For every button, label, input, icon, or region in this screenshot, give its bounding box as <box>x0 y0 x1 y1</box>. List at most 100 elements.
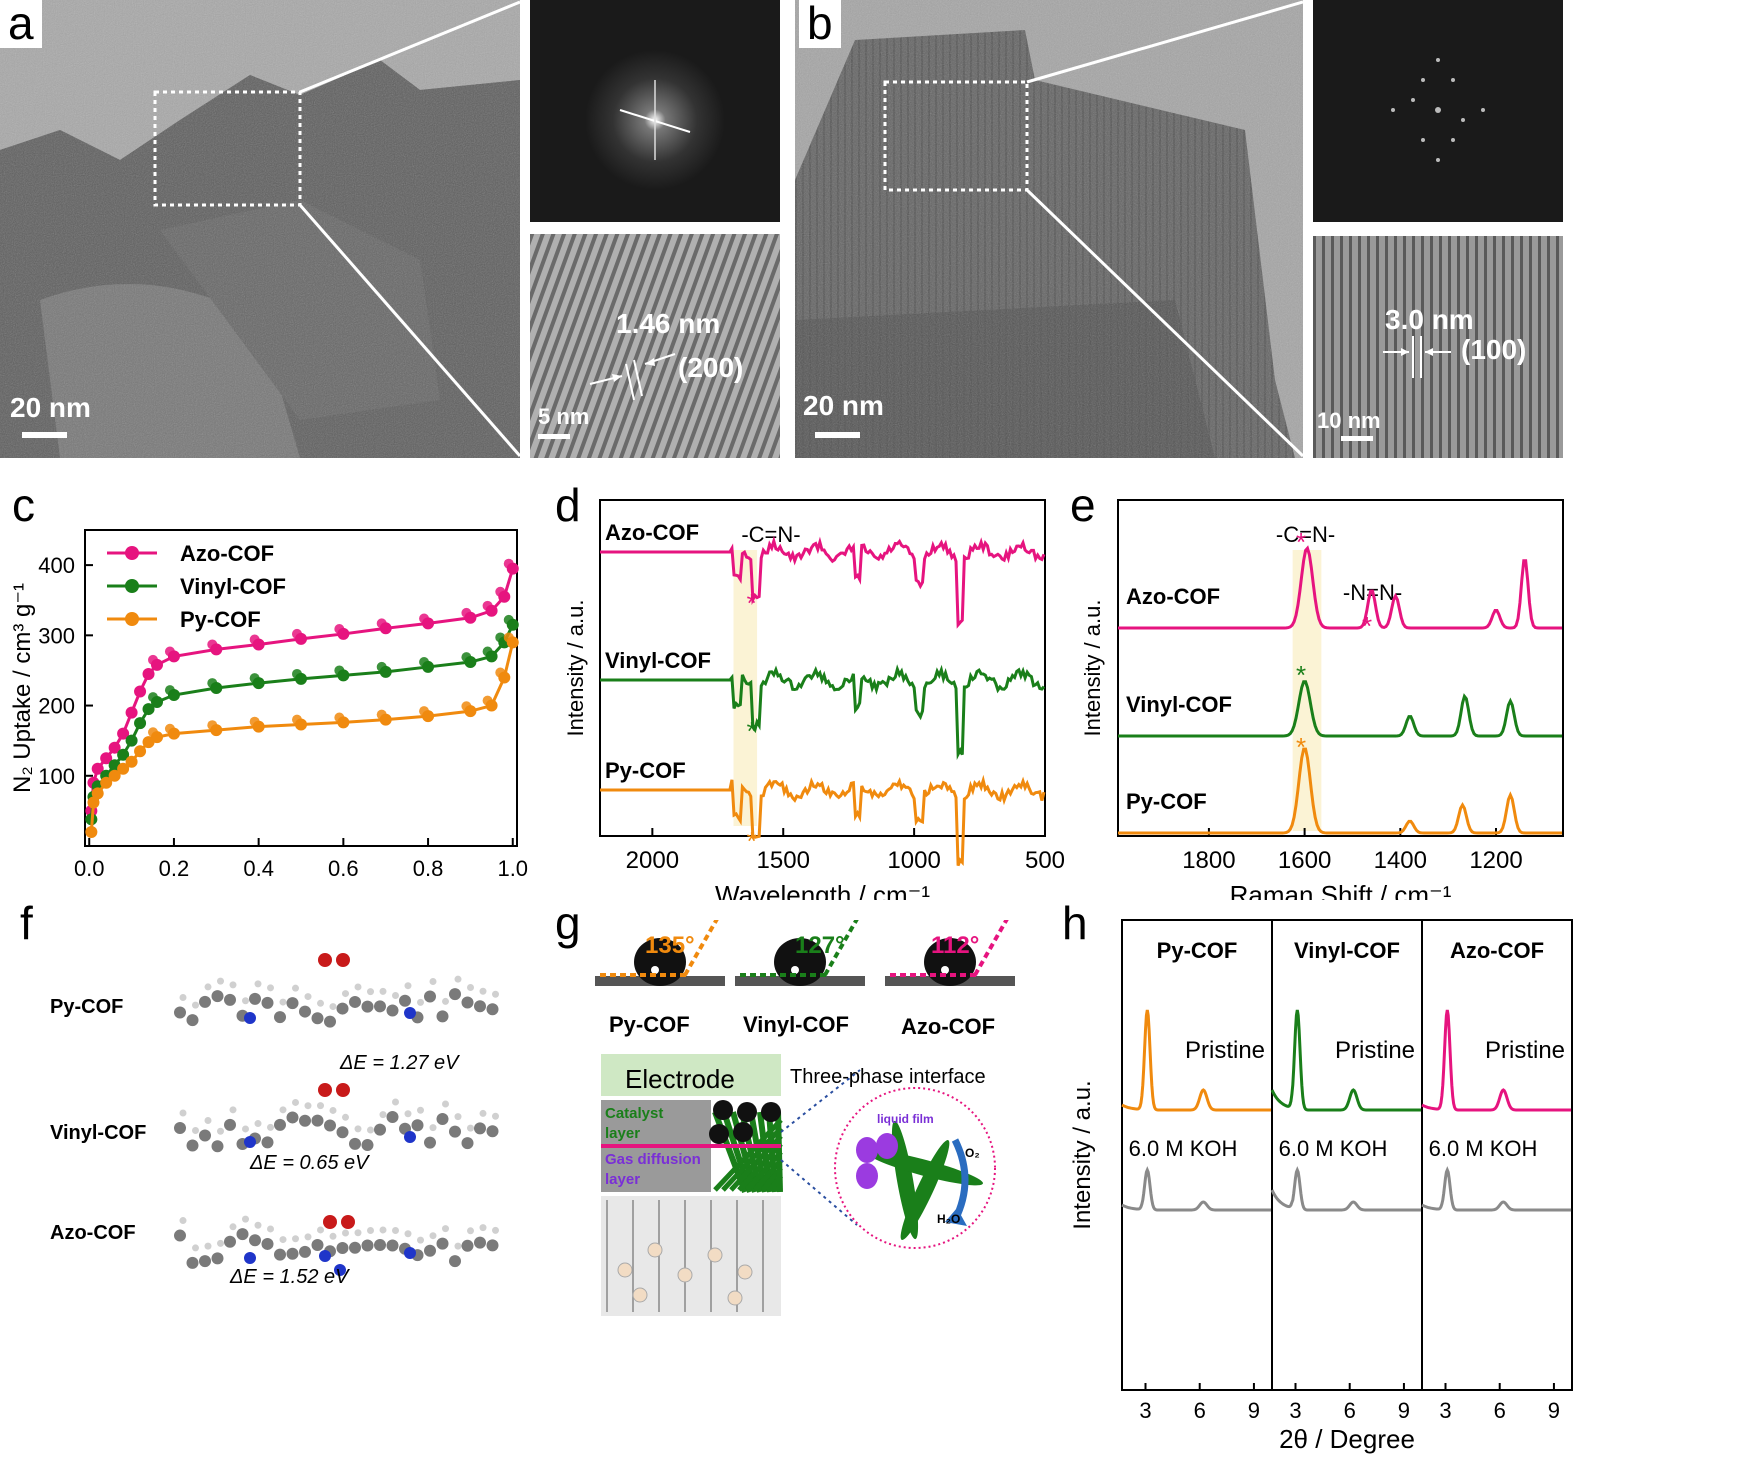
hydrogen-atom <box>379 1226 387 1234</box>
x-tick-label: 1800 <box>1182 847 1235 874</box>
hydrogen-atom <box>492 1112 499 1120</box>
data-point-desorption <box>419 657 430 668</box>
x-tick-label: 1200 <box>1469 847 1522 874</box>
carbon-atom <box>186 1139 199 1152</box>
carbon-atom <box>361 1239 374 1252</box>
carbon-atom <box>411 1119 424 1132</box>
nitrogen-atom <box>244 1136 256 1148</box>
hydrogen-atom <box>492 990 499 998</box>
carbon-atom <box>474 1122 486 1135</box>
catalyst-particle <box>737 1102 757 1122</box>
gas-bubble <box>707 1247 723 1263</box>
gas-bubble <box>727 1290 743 1306</box>
carbon-atom <box>186 1014 199 1027</box>
hydrogen-atom <box>292 1235 299 1243</box>
carbon-atom <box>249 1234 261 1247</box>
data-point <box>142 703 155 716</box>
carbon-atom <box>274 1248 286 1261</box>
data-point-desorption <box>503 632 514 643</box>
scale-bar-b-inset <box>1341 436 1373 441</box>
panel-g-wettability: 135° 127° 112° Py-COF Vinyl-COF Azo-COF … <box>555 900 1055 1464</box>
carbon-atom <box>449 1125 461 1138</box>
data-point-desorption <box>419 706 430 717</box>
hydrogen-atom <box>379 987 387 995</box>
panel-f-energy-vinyl: ΔE = 0.65 eV <box>250 1152 369 1174</box>
x-tick-label: 500 <box>1025 847 1065 874</box>
y-tick-label: 400 <box>38 553 75 578</box>
hydrogen-atom <box>217 977 224 985</box>
data-point-desorption <box>207 639 218 650</box>
chart-e-raman: 1800 1600 1400 1200 Raman Shift / cm⁻¹ Intens… <box>1080 499 1564 900</box>
hydrogen-atom <box>317 1102 324 1110</box>
data-point-desorption <box>148 692 158 703</box>
scale-bar-a <box>22 432 67 438</box>
hydrogen-atom <box>354 983 362 991</box>
data-point-desorption <box>376 661 387 672</box>
data-point-desorption <box>148 727 158 738</box>
catalyst-layer-label: Catalyst layer <box>605 1105 664 1142</box>
annotation-cn: -C=N- <box>1276 522 1335 547</box>
x-tick-label: 6 <box>1344 1398 1356 1423</box>
gas-bubble <box>677 1267 693 1283</box>
hydrogen-atom <box>417 1106 424 1114</box>
hydrogen-atom <box>304 993 312 1001</box>
hydrogen-atom <box>329 1232 337 1240</box>
data-point <box>85 825 98 838</box>
hydrogen-atom <box>267 984 274 992</box>
hydrogen-atom <box>342 1229 349 1237</box>
legend-label: Vinyl-COF <box>180 574 286 599</box>
hydrogen-atom <box>454 1242 462 1250</box>
carbon-atom <box>436 1237 449 1250</box>
highlight-band <box>733 550 758 826</box>
hydrogen-atom <box>242 1125 249 1133</box>
electrode-box <box>601 1054 781 1096</box>
carbon-atom <box>361 1000 374 1013</box>
series-label: Azo-COF <box>1126 584 1220 609</box>
carbon-atom <box>449 1255 461 1268</box>
legend-marker <box>125 612 139 626</box>
carbon-atom <box>374 1238 386 1251</box>
hydrogen-atom <box>492 1226 499 1234</box>
data-point <box>125 706 138 719</box>
droplet-highlight <box>941 966 949 974</box>
data-point <box>87 796 100 809</box>
angle-value-vinyl: 127° <box>795 932 845 959</box>
hydrogen-atom <box>329 1003 337 1011</box>
data-point-desorption <box>207 720 218 731</box>
pristine-label: Pristine <box>1485 1037 1565 1064</box>
hydrogen-atom <box>417 998 424 1006</box>
pattern-pristine <box>1270 1009 1422 1112</box>
scale-label-a-inset: 5 nm <box>538 404 590 429</box>
pristine-label: Pristine <box>1185 1037 1265 1064</box>
carbon-atom <box>199 1255 211 1268</box>
data-point-desorption <box>249 716 260 727</box>
carbon-atom <box>174 1006 186 1019</box>
scale-label-a: 20 nm <box>10 392 91 423</box>
data-point <box>134 745 147 758</box>
o2-label: O₂ <box>965 1146 980 1160</box>
subplot-title: Py-COF <box>1157 938 1238 963</box>
nitrogen-atom <box>244 1012 256 1024</box>
h2o-label: H₂O <box>937 1212 961 1226</box>
legend-marker <box>125 579 139 593</box>
carbon-atom <box>349 1241 361 1254</box>
data-point-desorption <box>461 652 472 663</box>
series-label: Vinyl-COF <box>1126 692 1232 717</box>
droplet-label-py: Py-COF <box>609 1012 690 1037</box>
data-point-desorption <box>461 701 472 712</box>
liquid-droplet <box>856 1163 878 1189</box>
hydrogen-atom <box>329 1106 337 1114</box>
spectrum-py-cof <box>1118 747 1563 835</box>
x-tick-label: 2000 <box>626 847 679 874</box>
nitrogen-atom <box>319 1250 331 1262</box>
droplet-label-vinyl: Vinyl-COF <box>743 1012 849 1037</box>
carbon-atom <box>286 1247 299 1260</box>
carbon-atom <box>299 1114 311 1127</box>
data-point-desorption <box>164 685 175 696</box>
y-tick-label: 100 <box>38 764 75 789</box>
contact-angle-droplets <box>595 920 1015 986</box>
oxygen-atom <box>336 953 350 967</box>
data-point-desorption <box>503 558 514 569</box>
hydrogen-atom <box>254 980 262 988</box>
koh-label: 6.0 M KOH <box>1279 1136 1388 1161</box>
